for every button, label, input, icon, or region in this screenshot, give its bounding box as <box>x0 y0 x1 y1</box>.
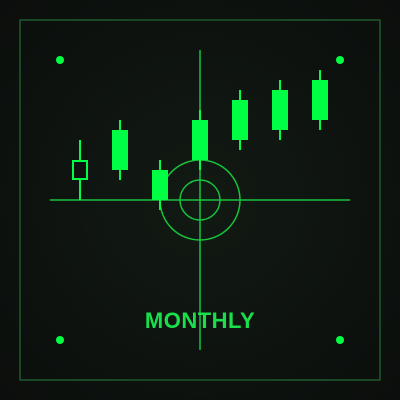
corner-dot-top-left <box>56 56 64 64</box>
candle-body <box>112 130 128 170</box>
candle-body <box>192 120 208 160</box>
candle-body <box>272 90 288 130</box>
candle-body <box>232 100 248 140</box>
candle-body <box>312 80 328 120</box>
candle-body <box>152 170 168 200</box>
tile-frame <box>19 19 381 381</box>
corner-dot-bottom-right <box>336 336 344 344</box>
monthly-label: MONTHLY <box>144 308 256 333</box>
candles-group <box>72 70 328 210</box>
candle-body <box>72 160 88 180</box>
corner-dot-top-right <box>336 56 344 64</box>
corner-dot-bottom-left <box>56 336 64 344</box>
crosshair-inner-ring <box>179 179 221 221</box>
